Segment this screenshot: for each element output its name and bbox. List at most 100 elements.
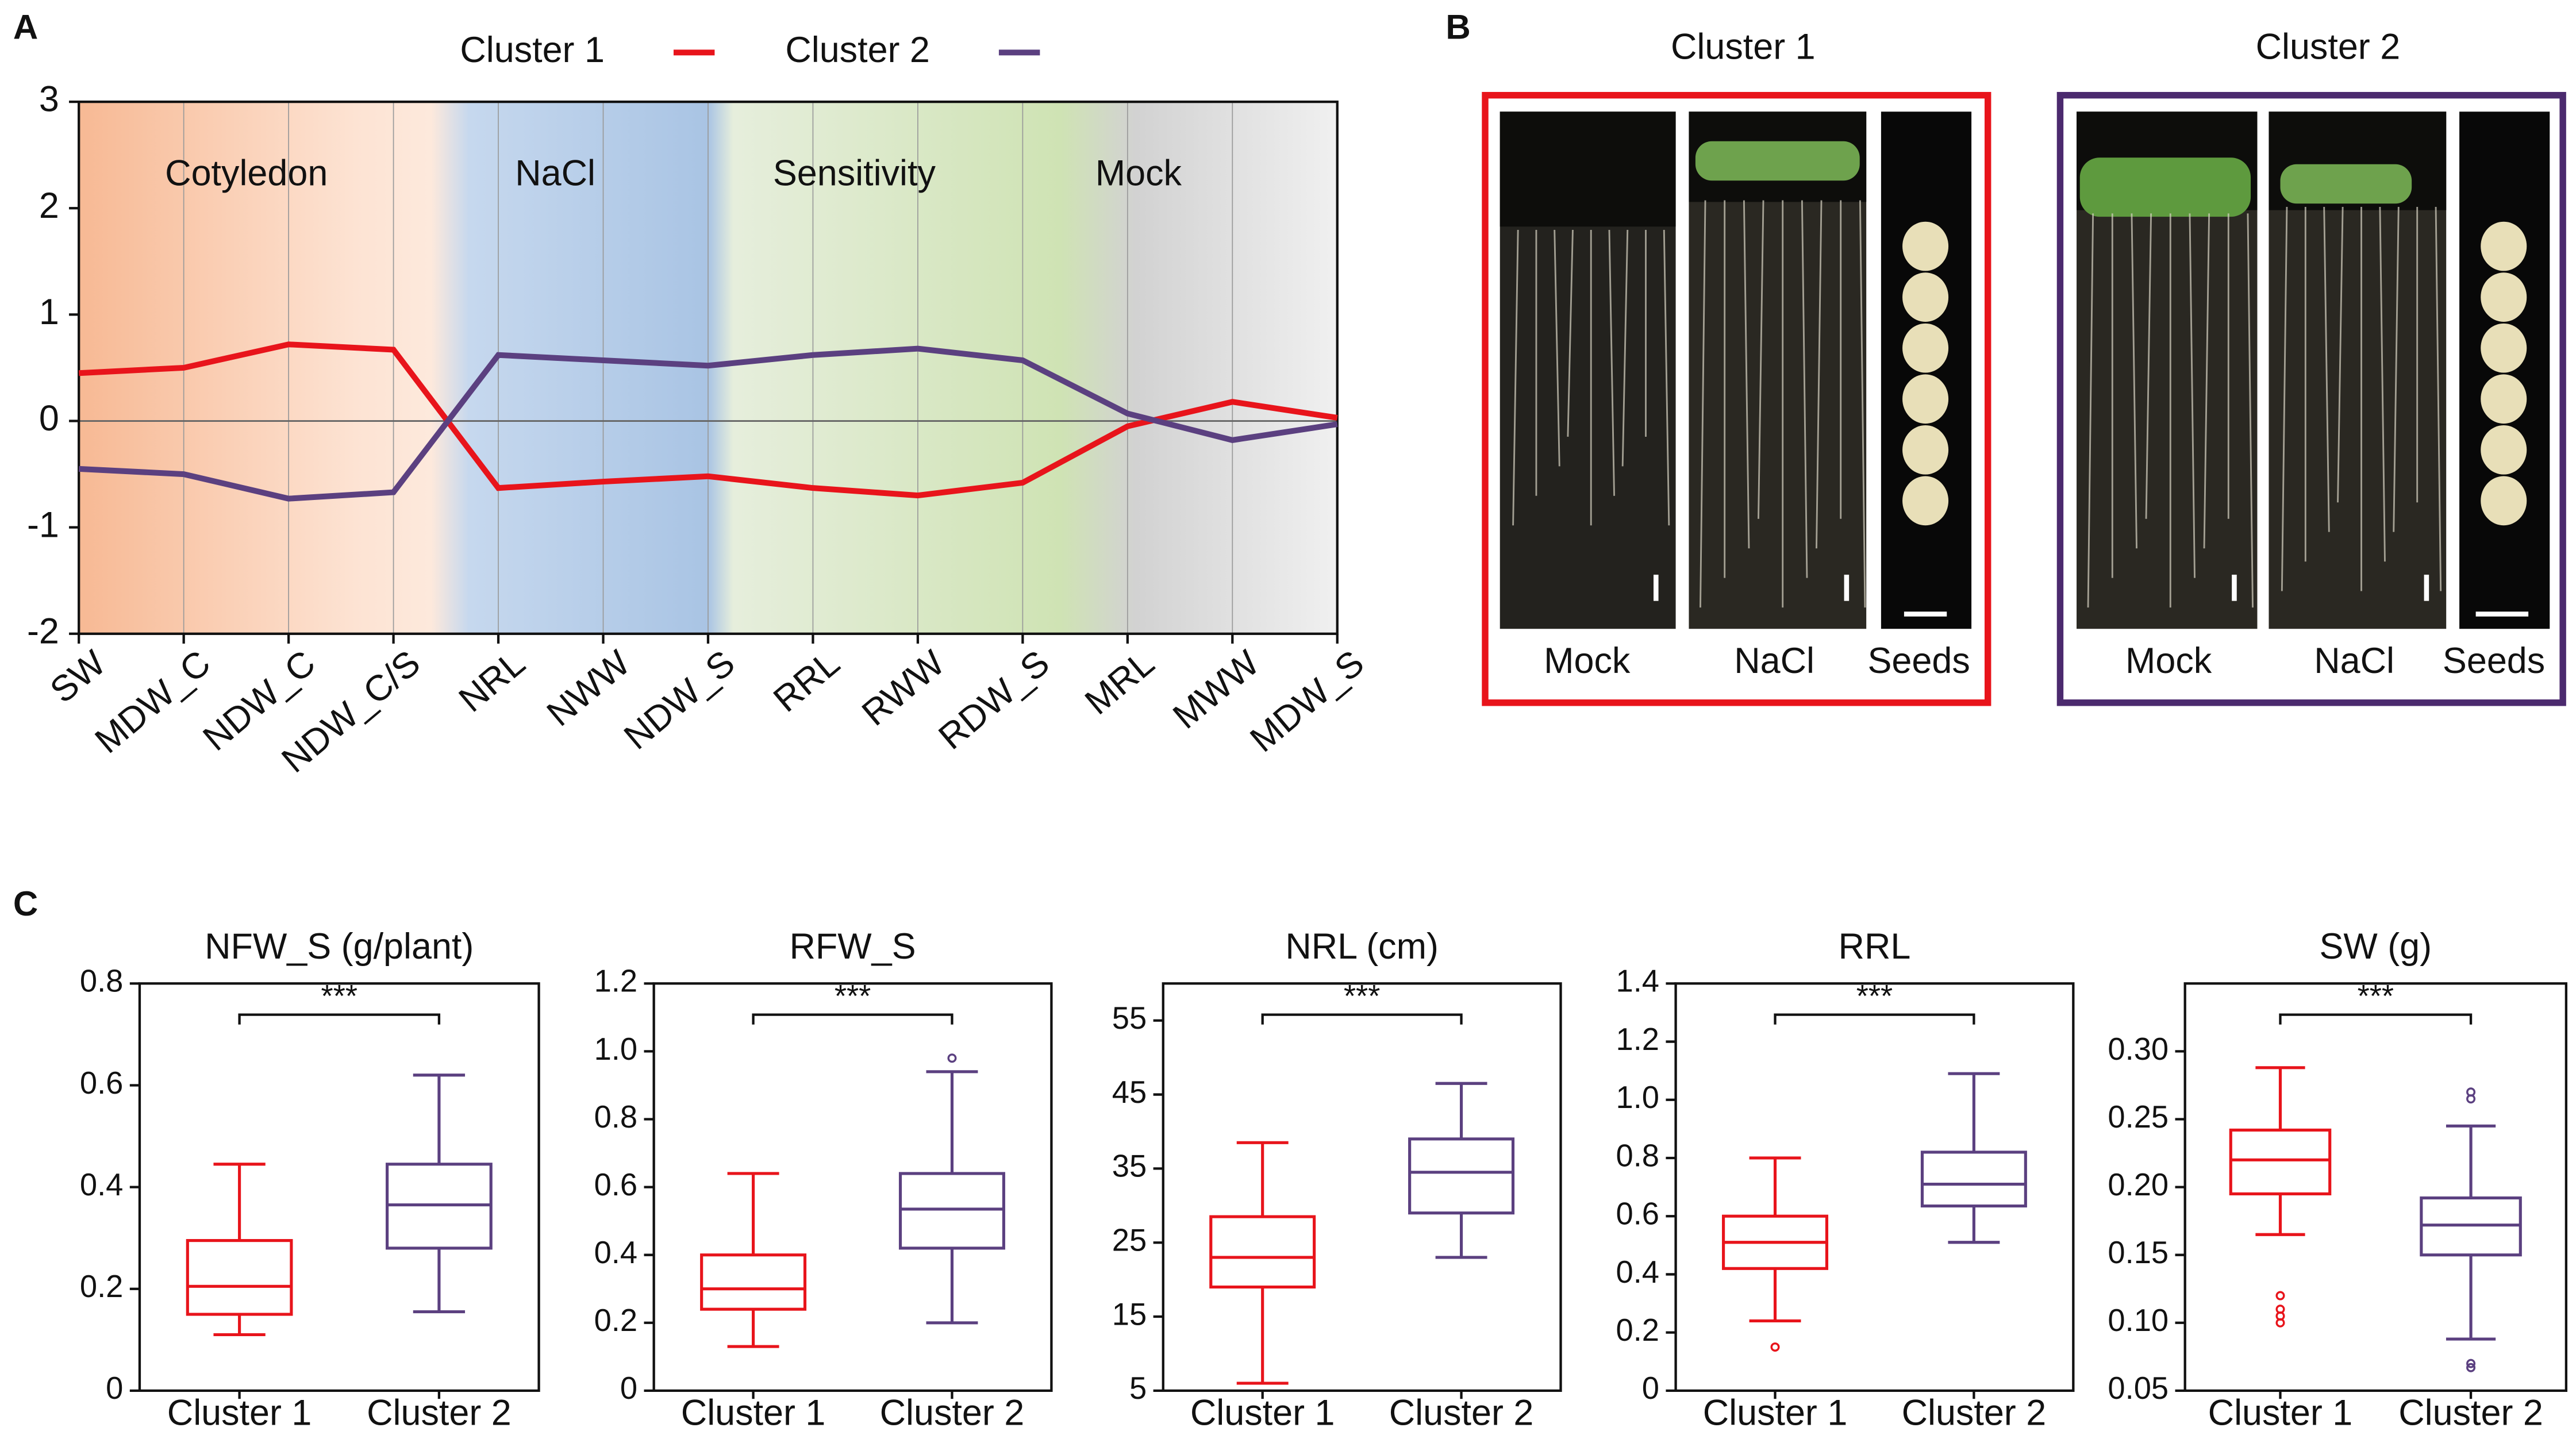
outlier xyxy=(2275,1291,2285,1301)
y-tick-label: 15 xyxy=(1112,1296,1147,1332)
seed xyxy=(2481,476,2527,526)
y-tick-label: 0.6 xyxy=(1616,1197,1659,1232)
significance-label: *** xyxy=(2358,978,2394,1013)
photo-label: NaCl xyxy=(1734,641,1814,681)
y-tick-label: 0.10 xyxy=(2108,1303,2169,1338)
significance-bracket xyxy=(2279,1013,2473,1025)
seed xyxy=(1902,476,1949,526)
x-tick-label: NRL xyxy=(451,643,532,720)
panel-label: A xyxy=(13,7,38,46)
y-tick-label: 0.30 xyxy=(2108,1032,2169,1067)
chart-title: RFW_S xyxy=(789,926,916,967)
root xyxy=(1621,229,1629,467)
root xyxy=(2393,206,2400,532)
y-tick-label: 0.2 xyxy=(594,1303,637,1338)
seed xyxy=(2481,221,2527,271)
root xyxy=(1743,200,1750,549)
y-tick-label: 0.8 xyxy=(594,1099,637,1134)
photo-label: NaCl xyxy=(2314,641,2394,681)
significance-bracket xyxy=(1261,1013,1463,1025)
x-tick-label: SW xyxy=(43,643,113,711)
significance-label: *** xyxy=(835,978,871,1013)
leaves xyxy=(2280,164,2412,204)
photo-label: Mock xyxy=(2125,641,2212,681)
chart-title: RRL xyxy=(1839,926,1911,967)
plot-frame xyxy=(652,982,1053,1392)
seed xyxy=(2481,425,2527,475)
root xyxy=(2379,206,2386,562)
root xyxy=(2247,213,2254,608)
outlier xyxy=(2275,1318,2285,1328)
y-tick-label: 0.8 xyxy=(1616,1138,1659,1173)
y-tick-label: 0.6 xyxy=(594,1167,637,1202)
y-tick-label: 45 xyxy=(1112,1075,1147,1110)
y-tick-label: 0 xyxy=(1642,1371,1659,1406)
seed xyxy=(1902,374,1949,424)
y-tick-label: -1 xyxy=(27,505,59,545)
y-tick-label: 1.2 xyxy=(1616,1022,1659,1057)
y-tick-label: 0.4 xyxy=(1616,1255,1659,1290)
y-tick-label: 0 xyxy=(620,1371,637,1406)
x-tick-label: Cluster 2 xyxy=(2398,1392,2543,1433)
x-tick-label: Cluster 1 xyxy=(681,1392,826,1433)
seed xyxy=(1902,221,1949,271)
photo xyxy=(1500,111,1676,227)
x-tick-label: MRL xyxy=(1078,643,1162,722)
y-tick-label: 0.6 xyxy=(80,1065,123,1101)
y-tick-label: -2 xyxy=(27,611,59,651)
x-tick-label: MDW_C xyxy=(87,643,218,761)
root xyxy=(1554,229,1560,467)
root xyxy=(2337,206,2344,503)
root xyxy=(1816,200,1823,549)
photo-panel xyxy=(1482,91,2566,706)
root xyxy=(1663,229,1670,526)
plot-frame xyxy=(138,982,540,1392)
seed xyxy=(2481,374,2527,424)
root xyxy=(2145,213,2152,519)
x-tick-label: Cluster 1 xyxy=(167,1392,312,1433)
y-tick-label: 55 xyxy=(1112,1001,1147,1036)
box xyxy=(1209,1215,1316,1289)
y-tick-label: 3 xyxy=(39,79,59,120)
outlier xyxy=(947,1053,957,1063)
group-title: Cluster 1 xyxy=(1671,26,1816,67)
root xyxy=(2087,213,2094,608)
root xyxy=(2203,213,2210,549)
photo-label: Mock xyxy=(1544,641,1631,681)
y-tick-label: 1.4 xyxy=(1616,964,1659,999)
y-tick-label: 1.0 xyxy=(1616,1080,1659,1115)
significance-bracket xyxy=(1774,1013,1975,1025)
x-tick-label: NDW_S xyxy=(617,643,743,757)
y-tick-label: 25 xyxy=(1112,1223,1147,1258)
y-tick-label: 0.2 xyxy=(1616,1313,1659,1348)
y-tick-label: 0.15 xyxy=(2108,1235,2169,1270)
y-tick-label: 0 xyxy=(106,1371,123,1406)
root xyxy=(1567,229,1574,437)
y-tick-label: 1.0 xyxy=(594,1032,637,1067)
box xyxy=(700,1253,807,1311)
significance-bracket xyxy=(752,1013,953,1025)
root xyxy=(1859,200,1866,608)
annotation: NaCl xyxy=(515,153,595,193)
x-tick-label: MDW_S xyxy=(1243,643,1371,760)
root xyxy=(2189,213,2196,578)
leaves xyxy=(2079,157,2251,217)
outlier xyxy=(2466,1363,2476,1372)
root xyxy=(1608,229,1615,496)
significance-bracket xyxy=(238,1013,441,1025)
significance-label: *** xyxy=(321,978,357,1013)
annotation: Mock xyxy=(1095,153,1182,193)
legend-label: Cluster 2 xyxy=(785,30,930,70)
box xyxy=(1408,1137,1515,1215)
x-tick-label: RRL xyxy=(766,643,847,720)
annotation: Cotyledon xyxy=(165,153,328,193)
outlier xyxy=(2466,1359,2476,1368)
plot-frame xyxy=(2183,982,2567,1392)
seed xyxy=(2481,323,2527,373)
x-tick-label: Cluster 2 xyxy=(880,1392,1025,1433)
x-tick-label: Cluster 2 xyxy=(1902,1392,2047,1433)
y-tick-label: 0.4 xyxy=(80,1167,123,1202)
seed xyxy=(1902,272,1949,322)
root xyxy=(2435,206,2442,591)
